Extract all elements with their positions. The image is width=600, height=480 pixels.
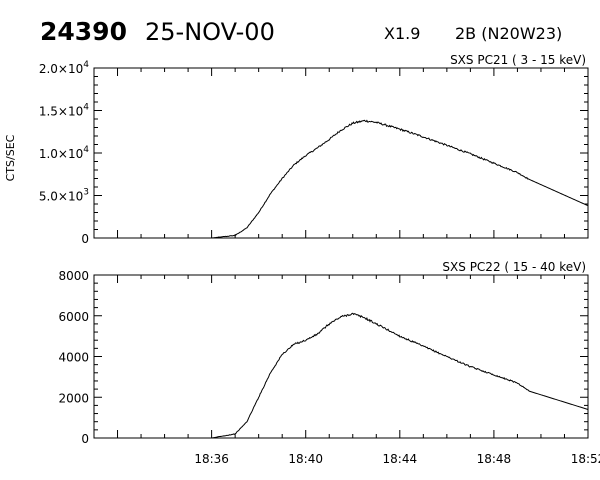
x-tick-label: 18:52 [571, 452, 600, 466]
event-date: 25-NOV-00 [145, 18, 275, 46]
chart-panel-pc21: SXS PC21 ( 3 - 15 keV) 0 5.0×103 1.0×104 1.5… [39, 53, 589, 246]
y-tick-label: 2000 [58, 391, 89, 405]
y-axis-label: CTS/SEC [4, 134, 17, 181]
x-tick-label: 18:40 [288, 452, 323, 466]
y-tick-label: 1.5×104 [39, 103, 89, 119]
y-tick-label: 1.0×104 [39, 145, 89, 161]
x-tick-label: 18:48 [477, 452, 512, 466]
optical-class: 2B (N20W23) [455, 24, 562, 43]
y-tick-label: 8000 [58, 269, 89, 283]
event-number: 24390 [40, 17, 127, 46]
y-tick-label: 4000 [58, 351, 89, 365]
y-tick-label: 0 [81, 232, 89, 246]
x-tick-label: 18:44 [383, 452, 418, 466]
x-tick-label: 18:36 [194, 452, 229, 466]
panel-title: SXS PC21 ( 3 - 15 keV) [450, 53, 586, 67]
y-tick-label: 6000 [58, 310, 89, 324]
plot-frame [93, 67, 589, 239]
chart-panel-pc22: SXS PC22 ( 15 - 40 keV) 18:36 18:40 18:44 18… [58, 260, 600, 466]
series-line-0 [188, 119, 589, 239]
y-tick-label: 0 [81, 432, 89, 446]
panel-title: SXS PC22 ( 15 - 40 keV) [442, 260, 586, 274]
y-tick-label: 5.0×103 [39, 188, 89, 204]
series-line-0 [188, 312, 589, 439]
flare-class: X1.9 [384, 24, 420, 43]
plot-frame [93, 274, 589, 439]
y-tick-label: 2.0×104 [39, 60, 89, 76]
